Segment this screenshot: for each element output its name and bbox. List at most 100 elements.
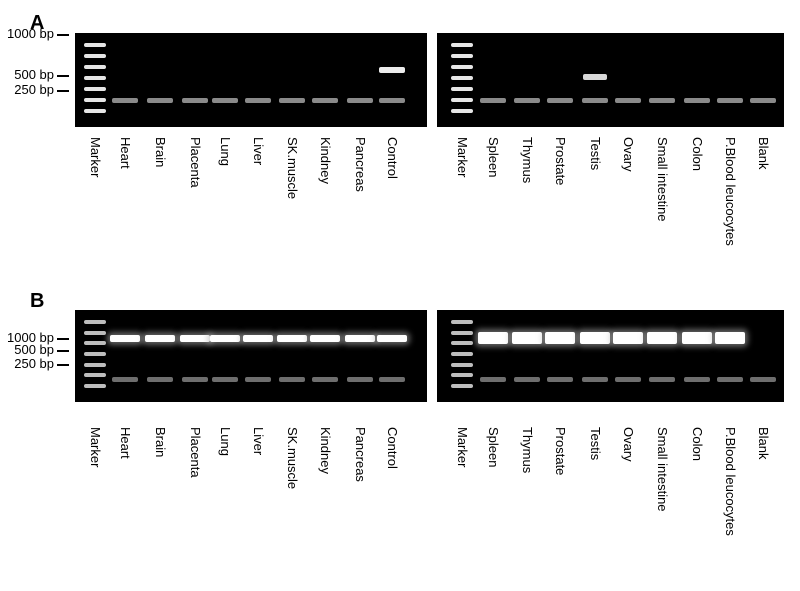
size-marker-label: 1000 bp (7, 26, 54, 41)
size-marker-label: 250 bp (14, 82, 54, 97)
low-band (514, 377, 540, 382)
low-band (582, 98, 608, 103)
ladder-band (84, 330, 106, 335)
low-band (347, 377, 373, 382)
ladder-band (84, 54, 106, 58)
lane-label-sample: Thymus (520, 427, 535, 474)
lane-label-sample: Blank (756, 427, 771, 460)
ladder-band (451, 65, 473, 69)
ladder-band (84, 384, 106, 388)
low-band (684, 98, 710, 103)
lane-label-sample: Placenta (188, 137, 203, 188)
lane-label-sample: Brain (153, 137, 168, 168)
lane-label-sample: Brain (153, 427, 168, 458)
lane-label-sample: Colon (690, 137, 705, 171)
low-band (245, 377, 271, 382)
lane-label-sample: SK.muscle (285, 427, 300, 490)
low-band (684, 377, 710, 382)
gel-image-left (75, 33, 427, 127)
ladder-band (84, 109, 106, 113)
product-band (243, 335, 273, 342)
ladder-band (451, 384, 473, 388)
lane-label-sample: Heart (118, 427, 133, 459)
low-band (547, 377, 573, 382)
ladder-band (84, 76, 106, 80)
lane-label-marker: Marker (88, 427, 103, 468)
product-band (377, 335, 407, 342)
product-band (379, 67, 405, 73)
low-band (615, 377, 641, 382)
product-band (715, 332, 745, 344)
ladder-band (84, 98, 106, 102)
ladder-band (451, 43, 473, 47)
low-band (750, 98, 776, 103)
lane-label-sample: Spleen (486, 427, 501, 468)
product-band (210, 335, 240, 342)
low-band (312, 377, 338, 382)
low-band (717, 377, 743, 382)
gel-image-right (437, 310, 784, 402)
low-band (312, 98, 338, 103)
lane-label-sample: P.Blood leucocytes (723, 427, 738, 536)
lane-label-sample: Lung (218, 427, 233, 456)
low-band (279, 98, 305, 103)
gel-image-left (75, 310, 427, 402)
low-band (547, 98, 573, 103)
size-marker-label: 500 bp (14, 67, 54, 82)
lane-label-sample: Testis (588, 137, 603, 171)
ladder-band (451, 320, 473, 324)
low-band (379, 98, 405, 103)
lane-label-sample: SK.muscle (285, 137, 300, 200)
ladder-band (451, 330, 473, 335)
low-band (514, 98, 540, 103)
low-band (649, 98, 675, 103)
low-band (182, 98, 208, 103)
lane-label-sample: Control (385, 427, 400, 469)
low-band (245, 98, 271, 103)
product-band (277, 335, 307, 342)
lane-label-sample: Prostate (553, 137, 568, 186)
product-band (613, 332, 643, 344)
product-band (345, 335, 375, 342)
low-band (649, 377, 675, 382)
low-band (717, 98, 743, 103)
size-marker-tick (57, 75, 69, 77)
product-band (647, 332, 677, 344)
product-band (545, 332, 575, 344)
product-band (512, 332, 542, 344)
product-band (180, 335, 210, 342)
ladder-band (84, 87, 106, 91)
lane-label-sample: Liver (251, 427, 266, 456)
size-marker-tick (57, 350, 69, 352)
lane-label-sample: Kindney (318, 427, 333, 474)
lane-label-sample: Control (385, 137, 400, 179)
low-band (112, 377, 138, 382)
low-band (379, 377, 405, 382)
size-marker-label: 1000 bp (7, 330, 54, 345)
lane-label-sample: Ovary (621, 427, 636, 462)
ladder-band (451, 109, 473, 113)
panel-letter: A (30, 12, 45, 34)
size-marker-tick (57, 338, 69, 340)
ladder-band (451, 373, 473, 378)
lane-label-marker: Marker (455, 137, 470, 178)
product-band (682, 332, 712, 344)
product-band (580, 332, 610, 344)
lane-label-sample: Thymus (520, 137, 535, 184)
size-marker-tick (57, 34, 69, 36)
low-band (750, 377, 776, 382)
lane-label-sample: Testis (588, 427, 603, 461)
product-band (145, 335, 175, 342)
low-band (212, 377, 238, 382)
ladder-band (451, 76, 473, 80)
lane-label-sample: P.Blood leucocytes (723, 137, 738, 246)
ladder-band (451, 352, 473, 356)
low-band (147, 98, 173, 103)
lane-label-sample: Pancreas (353, 427, 368, 482)
lane-label-sample: Small intestine (655, 427, 670, 512)
size-marker-tick (57, 364, 69, 366)
lane-label-sample: Prostate (553, 427, 568, 476)
lane-label-sample: Lung (218, 137, 233, 166)
lane-label-marker: Marker (455, 427, 470, 468)
low-band (480, 377, 506, 382)
